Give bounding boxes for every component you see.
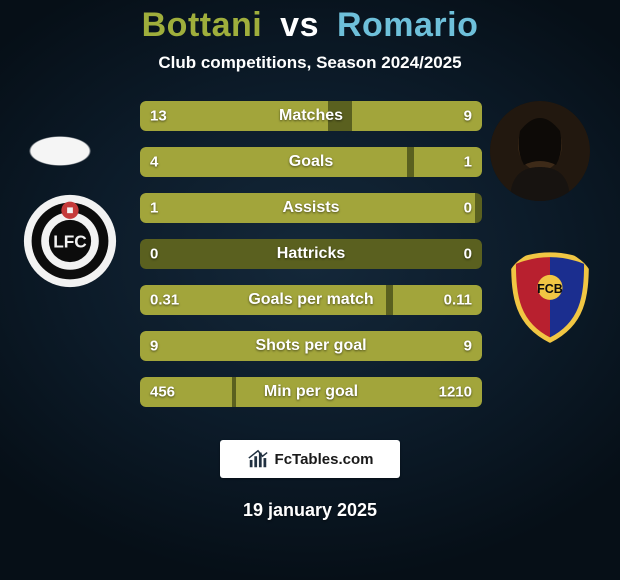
stat-value-left: 0.31: [150, 292, 179, 309]
stat-label: Shots per goal: [255, 337, 366, 355]
player1-name: Bottani: [142, 6, 263, 44]
brand-badge: FcTables.com: [220, 440, 400, 478]
stat-label: Hattricks: [277, 245, 345, 263]
svg-text:FCB: FCB: [537, 282, 563, 296]
stat-row: Min per goal 456 1210: [140, 377, 482, 407]
comparison-title: Bottani vs Romario: [0, 6, 620, 45]
stat-value-left: 13: [150, 108, 167, 125]
stat-value-left: 0: [150, 246, 158, 263]
stat-value-right: 0: [464, 200, 472, 217]
stat-row: Shots per goal 9 9: [140, 331, 482, 361]
player1-avatar: [10, 101, 110, 201]
stats-bars: Matches 13 9 Goals 4 1 Assists 1 0 Hattricks 0 0 Goa…: [140, 101, 482, 407]
stat-row: Goals 4 1: [140, 147, 482, 177]
subtitle: Club competitions, Season 2024/2025: [0, 53, 620, 73]
svg-text:LFC: LFC: [53, 232, 87, 252]
stat-row: Assists 1 0: [140, 193, 482, 223]
player2-name: Romario: [337, 6, 478, 44]
stat-value-right: 1210: [439, 384, 472, 401]
stat-row: Goals per match 0.31 0.11: [140, 285, 482, 315]
stat-value-right: 0: [464, 246, 472, 263]
stat-label: Goals per match: [248, 291, 373, 309]
stat-value-right: 9: [464, 108, 472, 125]
date-label: 19 january 2025: [0, 500, 620, 521]
player2-club-badge: FCB: [502, 249, 598, 345]
brand-chart-icon: [247, 448, 269, 470]
stat-value-right: 1: [464, 154, 472, 171]
stat-value-right: 0.11: [444, 292, 472, 309]
brand-text: FcTables.com: [275, 451, 374, 468]
player2-avatar-silhouette: [490, 101, 590, 201]
stat-value-left: 4: [150, 154, 158, 171]
stat-label: Min per goal: [264, 383, 358, 401]
stat-value-right: 9: [464, 338, 472, 355]
stat-label: Goals: [289, 153, 333, 171]
player2-avatar: [490, 101, 590, 201]
stat-label: Assists: [283, 199, 340, 217]
stat-value-left: 456: [150, 384, 175, 401]
player1-club-badge: LFC: [22, 193, 118, 289]
stat-row: Matches 13 9: [140, 101, 482, 131]
vs-label: vs: [272, 6, 327, 44]
stat-value-left: 9: [150, 338, 158, 355]
stat-value-left: 1: [150, 200, 158, 217]
stat-row: Hattricks 0 0: [140, 239, 482, 269]
stat-label: Matches: [279, 107, 343, 125]
